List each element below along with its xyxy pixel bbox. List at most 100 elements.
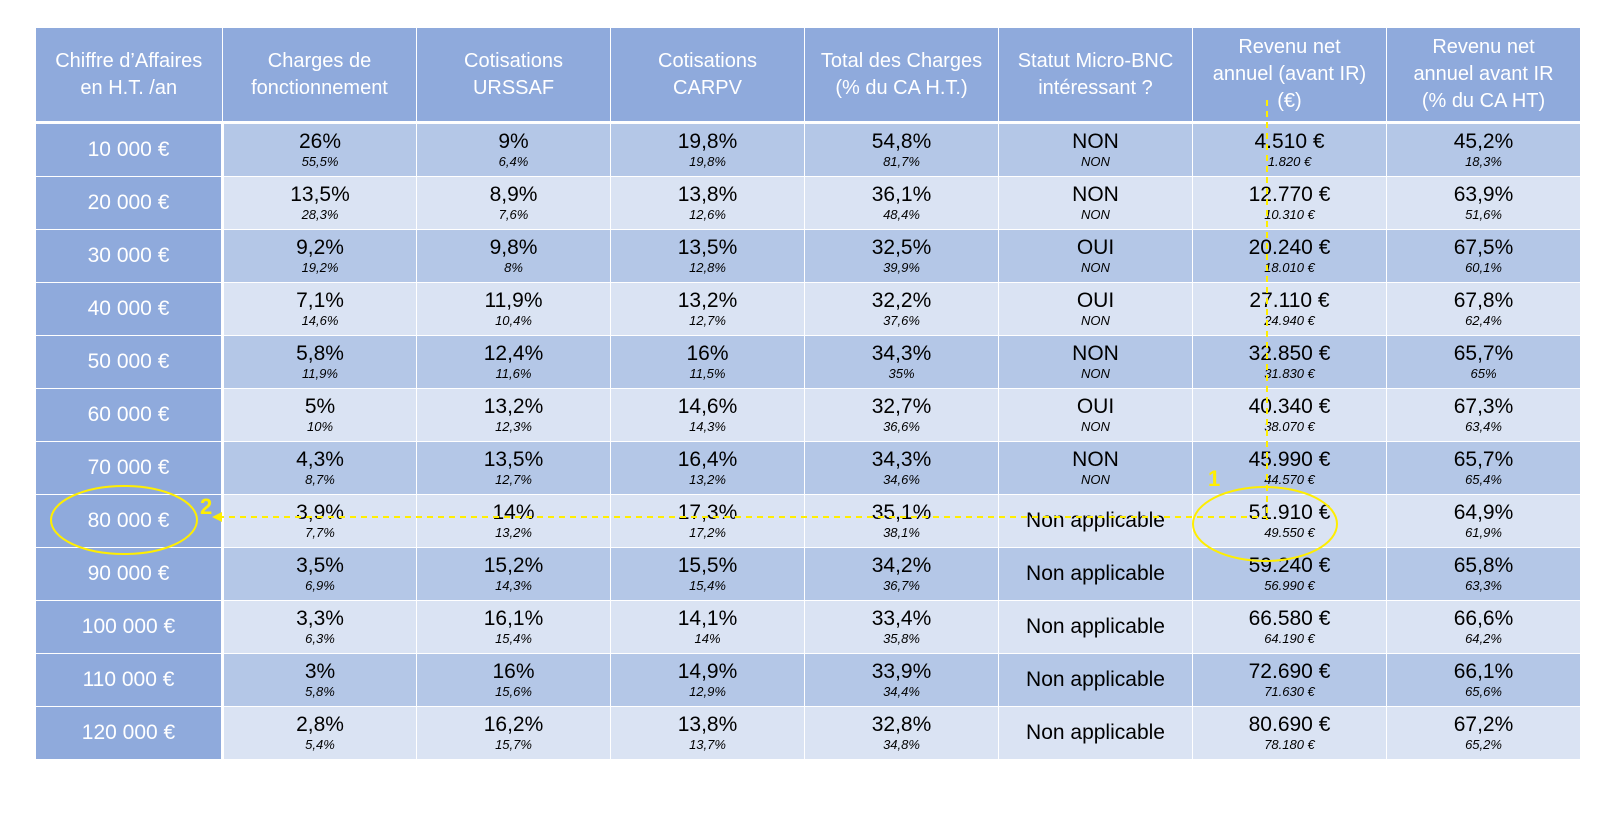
- cell-cotisations-urssaf: 9,8% 8%: [416, 229, 611, 283]
- cell-main-value: 4.510 €: [1254, 130, 1325, 153]
- cell-secondary-value: NON: [1081, 472, 1110, 487]
- cell-secondary-value: 18,3%: [1465, 154, 1502, 169]
- header-total-charges: Total des Charges (% du CA H.T.): [804, 28, 999, 124]
- cell-main-value: 67,8%: [1453, 289, 1514, 312]
- cell-secondary-value: 11,9%: [302, 366, 338, 381]
- cell-secondary-value: 48,4%: [883, 207, 920, 222]
- cell-secondary-value: 15,4%: [689, 578, 726, 593]
- table-row: 120 000 €2,8% 5,4% 16,2% 15,7% 13,8% 13,7% 32,…: [35, 706, 1581, 760]
- cell-charges-fonctionnement: 3,5% 6,9%: [222, 547, 417, 601]
- cell-statut-micro-bnc: Non applicable: [998, 494, 1193, 548]
- cell-secondary-value: 5,8%: [305, 684, 335, 699]
- header-revenu-net-percent: Revenu net annuel avant IR (% du CA HT): [1386, 28, 1581, 124]
- cell-revenu-net-percent: 67,2% 65,2%: [1386, 706, 1581, 760]
- cell-secondary-value: 15,6%: [495, 684, 532, 699]
- cell-secondary-value: 12,3%: [495, 419, 532, 434]
- cell-secondary-value: 61,9%: [1465, 525, 1502, 540]
- cell-charges-fonctionnement: 26% 55,5%: [222, 122, 417, 177]
- cell-secondary-value: 34,6%: [883, 472, 920, 487]
- cell-main-value: 32,5%: [871, 236, 932, 259]
- cell-cotisations-carpv: 13,5% 12,8%: [610, 229, 805, 283]
- cell-secondary-value: NON: [1081, 419, 1110, 434]
- cell-secondary-value: NON: [1081, 313, 1110, 328]
- cell-main-value: 59.240 €: [1248, 554, 1331, 577]
- cell-secondary-value: 15,4%: [495, 631, 532, 646]
- row-header-ca: 50 000 €: [35, 335, 224, 389]
- cell-main-value: 9,8%: [489, 236, 538, 259]
- cell-charges-fonctionnement: 3,3% 6,3%: [222, 600, 417, 654]
- cell-secondary-value: 36,6%: [883, 419, 920, 434]
- cell-main-value: 17,3%: [677, 501, 738, 524]
- cell-value: Non applicable: [1026, 721, 1165, 744]
- table-row: 40 000 €7,1% 14,6% 11,9% 10,4% 13,2% 12,7% 32,…: [35, 282, 1581, 336]
- cell-secondary-value: 19,2%: [301, 260, 339, 275]
- cell-cotisations-carpv: 17,3% 17,2%: [610, 494, 805, 548]
- row-header-ca: 30 000 €: [35, 229, 224, 283]
- cell-secondary-value: 24.940 €: [1264, 313, 1315, 328]
- cell-statut-micro-bnc: Non applicable: [998, 547, 1193, 601]
- cell-revenu-net-percent: 45,2% 18,3%: [1386, 122, 1581, 177]
- cell-cotisations-urssaf: 15,2% 14,3%: [416, 547, 611, 601]
- cell-cotisations-carpv: 14,6% 14,3%: [610, 388, 805, 442]
- cell-main-value: 34,2%: [871, 554, 932, 577]
- cell-charges-fonctionnement: 4,3% 8,7%: [222, 441, 417, 495]
- cell-cotisations-carpv: 14,9% 12,9%: [610, 653, 805, 707]
- cell-main-value: 16,4%: [677, 448, 738, 471]
- cell-main-value: 32,7%: [871, 395, 932, 418]
- cell-main-value: 13,5%: [677, 236, 738, 259]
- cell-secondary-value: NON: [1081, 260, 1110, 275]
- cell-main-value: 32,2%: [871, 289, 932, 312]
- cell-total-charges: 35,1% 38,1%: [804, 494, 999, 548]
- cell-cotisations-carpv: 16,4% 13,2%: [610, 441, 805, 495]
- cell-secondary-value: 12,7%: [495, 472, 532, 487]
- table-body: 10 000 €26% 55,5% 9% 6,4% 19,8% 19,8% 54,8% 81,…: [35, 122, 1581, 760]
- cell-total-charges: 32,2% 37,6%: [804, 282, 999, 336]
- cell-main-value: 13,8%: [677, 183, 738, 206]
- cell-main-value: 14,6%: [677, 395, 738, 418]
- cell-main-value: 36,1%: [871, 183, 932, 206]
- cell-revenu-net-euros: 66.580 €64.190 €: [1192, 600, 1387, 654]
- cell-main-value: 40.340 €: [1248, 395, 1331, 418]
- cell-revenu-net-percent: 65,7% 65,4%: [1386, 441, 1581, 495]
- cell-revenu-net-euros: 40.340 €38.070 €: [1192, 388, 1387, 442]
- cell-main-value: NON: [1072, 342, 1119, 365]
- cell-secondary-value: 71.630 €: [1264, 684, 1315, 699]
- cell-revenu-net-percent: 66,1% 65,6%: [1386, 653, 1581, 707]
- cell-statut-micro-bnc: NON NON: [998, 122, 1193, 177]
- cell-cotisations-urssaf: 13,2% 12,3%: [416, 388, 611, 442]
- header-row: Chiffre d’Affaires en H.T. /an Charges d…: [35, 28, 1581, 124]
- cell-main-value: 35,1%: [871, 501, 932, 524]
- cell-total-charges: 34,3% 35%: [804, 335, 999, 389]
- cell-secondary-value: 14%: [694, 631, 721, 646]
- cell-main-value: 54,8%: [871, 130, 932, 153]
- cell-secondary-value: 31.830 €: [1264, 366, 1315, 381]
- cell-main-value: 13,2%: [483, 395, 544, 418]
- cell-main-value: 7,1%: [296, 289, 344, 312]
- cell-cotisations-urssaf: 13,5% 12,7%: [416, 441, 611, 495]
- cell-cotisations-carpv: 14,1% 14%: [610, 600, 805, 654]
- cell-secondary-value: 55,5%: [301, 154, 339, 169]
- cell-main-value: 66.580 €: [1248, 607, 1331, 630]
- cell-total-charges: 32,8% 34,8%: [804, 706, 999, 760]
- cell-main-value: 20.240 €: [1248, 236, 1331, 259]
- row-header-ca: 120 000 €: [35, 706, 224, 760]
- cell-main-value: 15,5%: [677, 554, 738, 577]
- cell-main-value: 4,3%: [296, 448, 344, 471]
- cell-main-value: 26%: [298, 130, 342, 153]
- cell-cotisations-carpv: 13,8% 13,7%: [610, 706, 805, 760]
- cell-main-value: 8,9%: [489, 183, 538, 206]
- cell-statut-micro-bnc: Non applicable: [998, 600, 1193, 654]
- header-charges-fonctionnement: Charges de fonctionnement: [222, 28, 417, 124]
- row-header-ca: 80 000 €: [35, 494, 224, 548]
- table-row: 100 000 €3,3% 6,3% 16,1% 15,4% 14,1% 14% 33,4%…: [35, 600, 1581, 654]
- cell-main-value: 9%: [498, 130, 529, 153]
- cell-main-value: 9,2%: [296, 236, 344, 259]
- row-header-ca: 90 000 €: [35, 547, 224, 601]
- cell-secondary-value: NON: [1081, 207, 1110, 222]
- cell-main-value: 3,9%: [296, 501, 344, 524]
- table-row: 80 000 €3,9% 7,7% 14% 13,2% 17,3% 17,2% 35,1% 3…: [35, 494, 1581, 548]
- cell-revenu-net-euros: 12.770 €10.310 €: [1192, 176, 1387, 230]
- cell-charges-fonctionnement: 3,9% 7,7%: [222, 494, 417, 548]
- table-row: 50 000 €5,8% 11,9% 12,4% 11,6% 16% 11,5% 34,3%…: [35, 335, 1581, 389]
- cell-main-value: 66,1%: [1453, 660, 1514, 683]
